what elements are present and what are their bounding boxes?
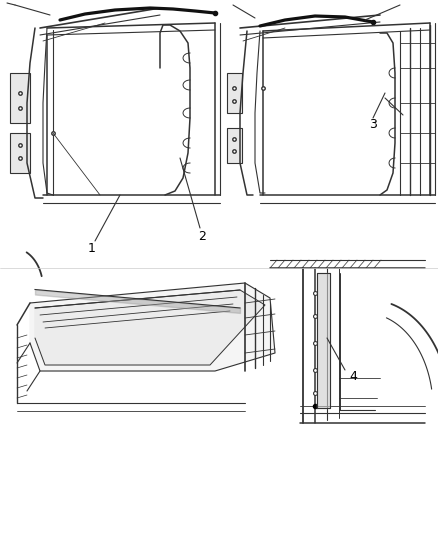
Text: 3: 3 xyxy=(369,118,377,132)
Text: 2: 2 xyxy=(198,230,206,243)
Text: 1: 1 xyxy=(88,241,96,254)
Polygon shape xyxy=(30,283,275,371)
Bar xyxy=(227,128,242,163)
Bar xyxy=(10,133,30,173)
Text: 4: 4 xyxy=(349,369,357,383)
Bar xyxy=(10,73,30,123)
Polygon shape xyxy=(35,290,265,365)
Polygon shape xyxy=(317,273,330,408)
Bar xyxy=(227,73,242,113)
